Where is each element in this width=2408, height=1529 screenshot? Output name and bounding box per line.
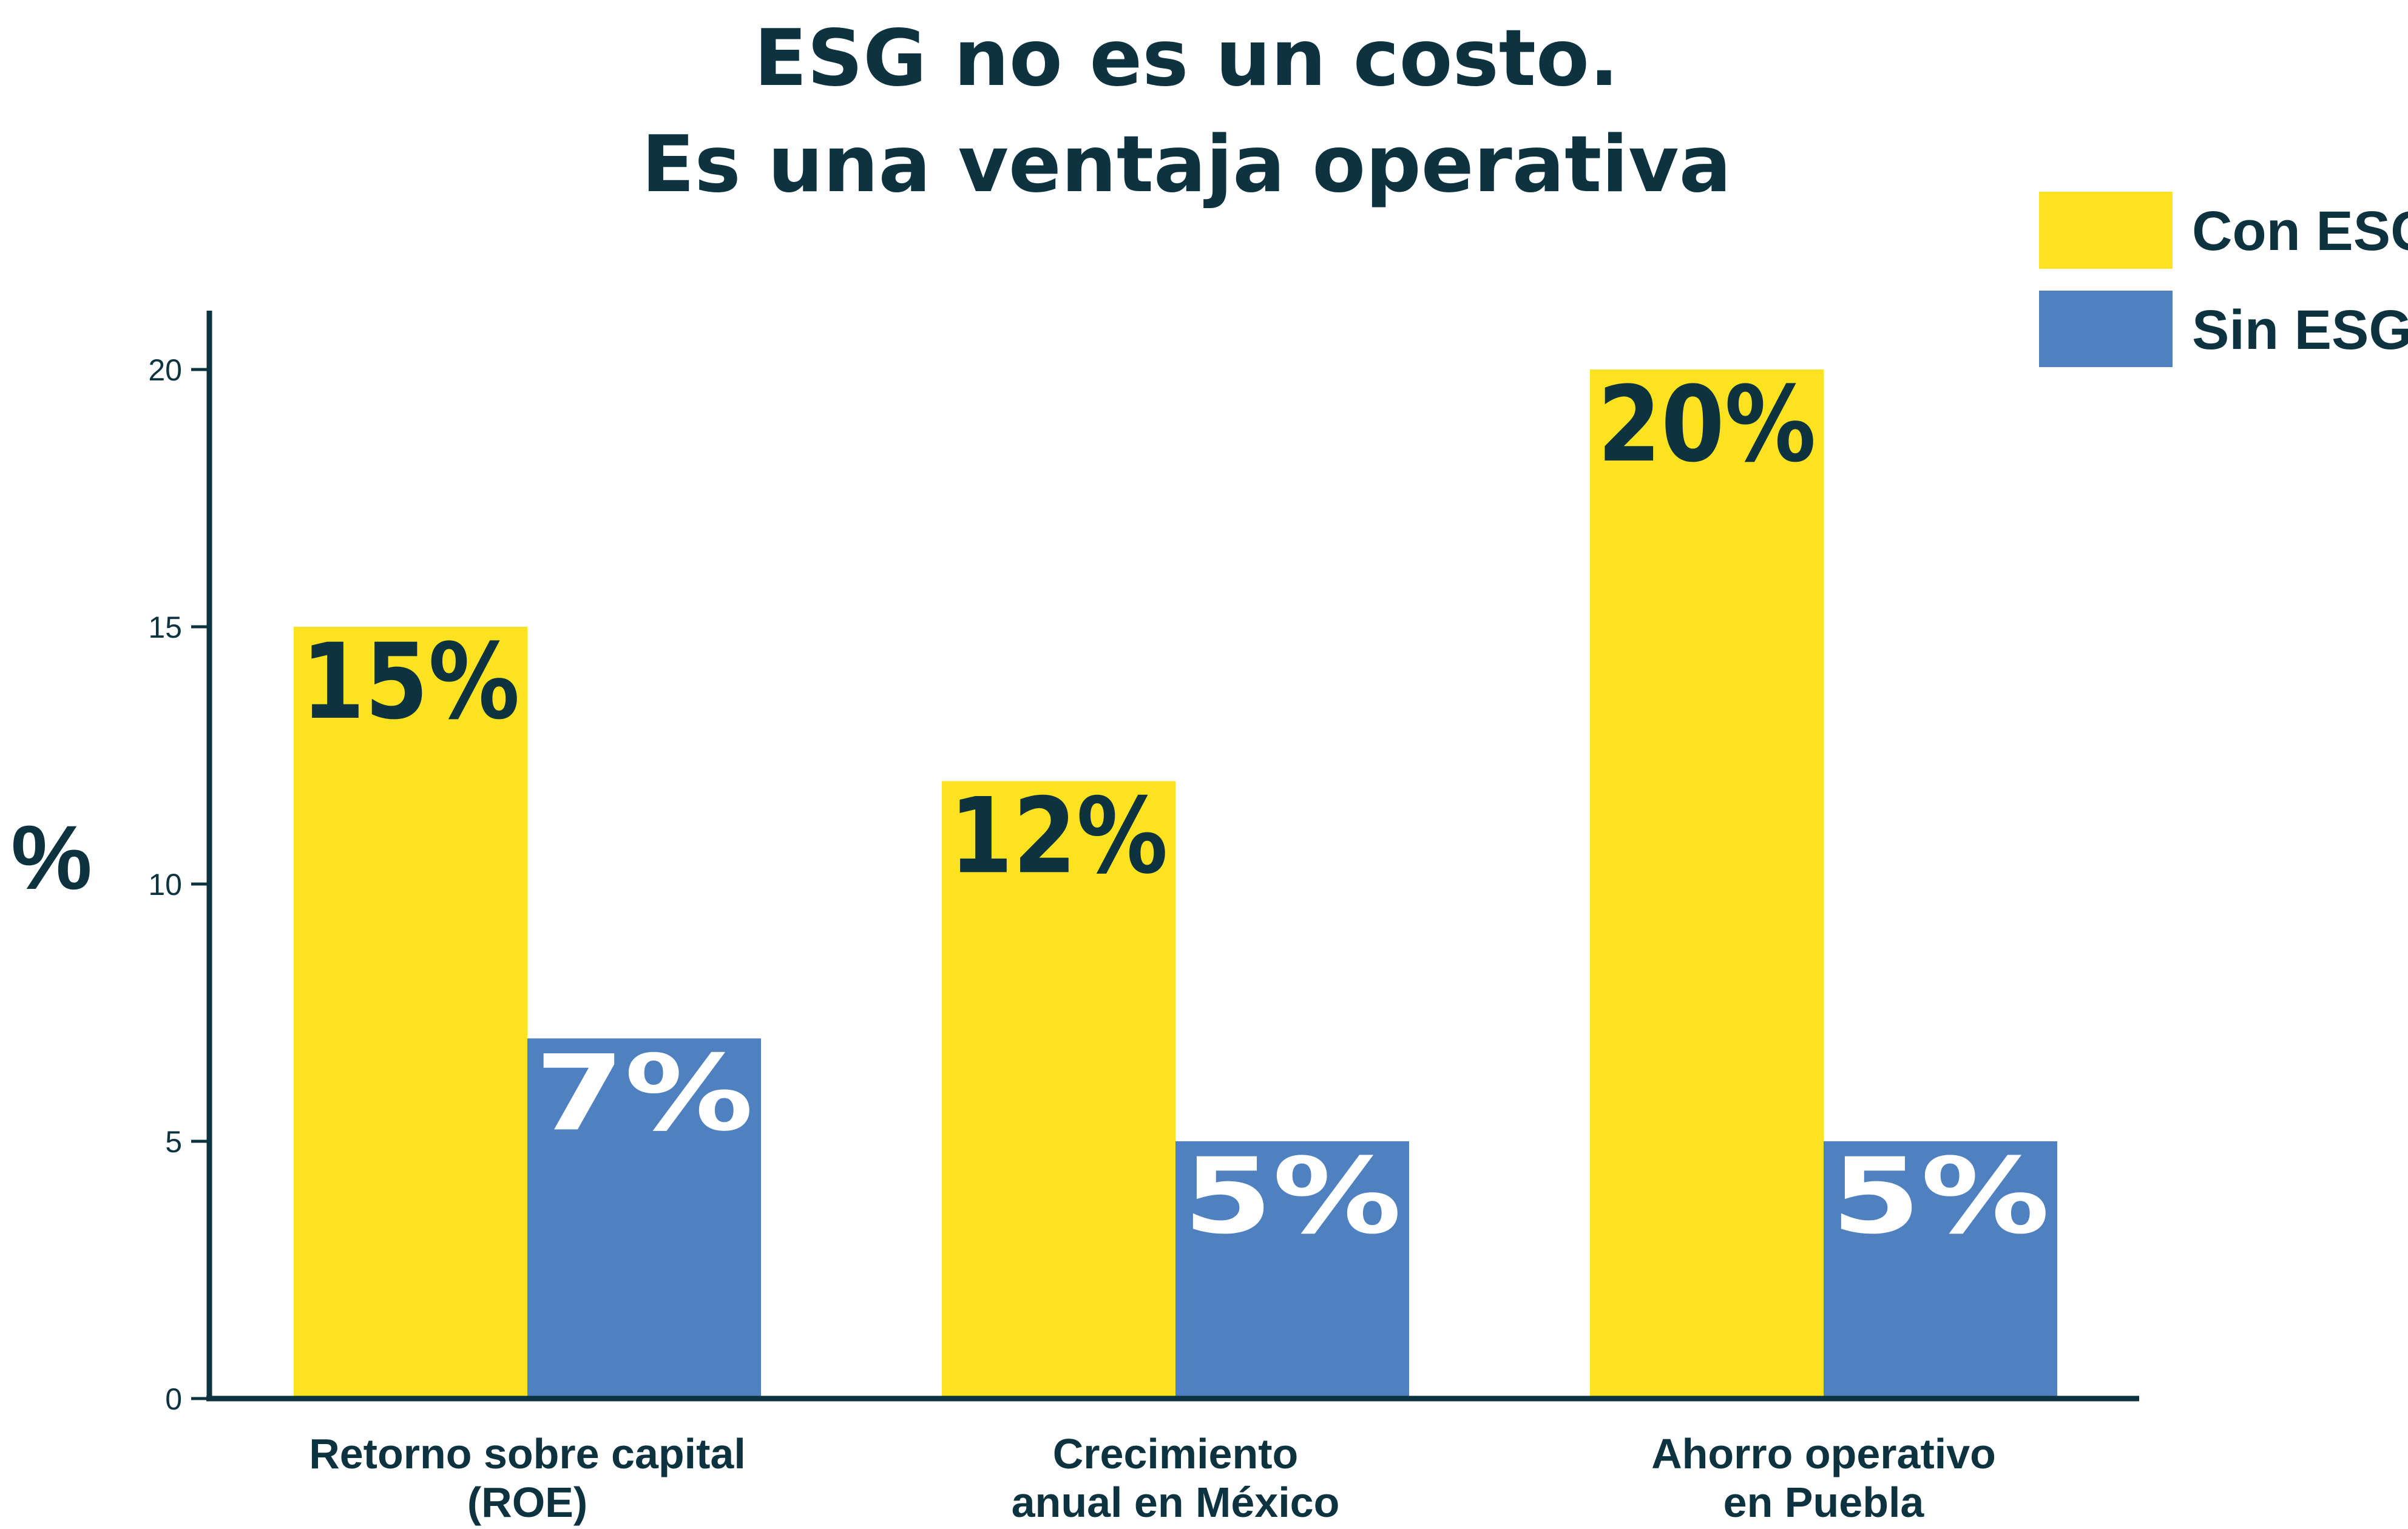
y-tick-label-0: 0: [165, 1382, 182, 1416]
bar-sin-esg-2: [1175, 1141, 1409, 1399]
y-axis-ticks: 0 5 10 15 20: [148, 353, 209, 1416]
y-tick-label-5: 5: [165, 1125, 182, 1159]
y-axis-label: %: [11, 806, 92, 908]
category-label-2-line-2: anual en México: [1012, 1479, 1340, 1526]
legend-swatch-con-esg: [2039, 192, 2173, 269]
bar-con-esg-2: [942, 781, 1175, 1399]
bar-con-esg-1: [294, 627, 527, 1399]
y-tick-label-20: 20: [148, 353, 182, 387]
legend-swatch-sin-esg: [2039, 291, 2173, 367]
bar-sin-esg-3: [1824, 1141, 2057, 1399]
legend-label-con-esg: Con ESG: [2192, 200, 2408, 262]
bar-label-sin-esg-1: 7%: [535, 1032, 754, 1154]
bar-con-esg-3: [1590, 370, 1824, 1399]
bars: [294, 370, 2057, 1399]
category-label-1-line-1: Retorno sobre capital: [309, 1430, 746, 1477]
legend-label-sin-esg: Sin ESG: [2192, 299, 2408, 361]
bar-label-con-esg-2: 12%: [950, 775, 1168, 897]
y-tick-label-15: 15: [148, 610, 182, 644]
bar-label-con-esg-1: 15%: [302, 621, 520, 743]
category-labels: Retorno sobre capital(ROE) Crecimientoanu…: [309, 1430, 1996, 1526]
bar-label-con-esg-3: 20%: [1598, 363, 1816, 485]
bar-label-sin-esg-2: 5%: [1183, 1135, 1402, 1257]
category-label-3-line-1: Ahorro operativo: [1651, 1430, 1996, 1477]
bar-data-labels: 15% 7% 12% 5% 20% 5%: [302, 363, 2050, 1257]
bar-label-sin-esg-3: 5%: [1831, 1135, 2050, 1257]
category-label-3-line-2: en Puebla: [1723, 1479, 1925, 1526]
chart-title-line-1: ESG no es un costo.: [754, 13, 1619, 104]
category-label-1-line-2: (ROE): [467, 1479, 587, 1526]
y-tick-label-10: 10: [148, 868, 182, 902]
category-label-2-line-1: Crecimiento: [1053, 1430, 1299, 1477]
bar-sin-esg-1: [527, 1038, 761, 1399]
chart-title-line-2: Es una ventaja operativa: [641, 120, 1731, 210]
